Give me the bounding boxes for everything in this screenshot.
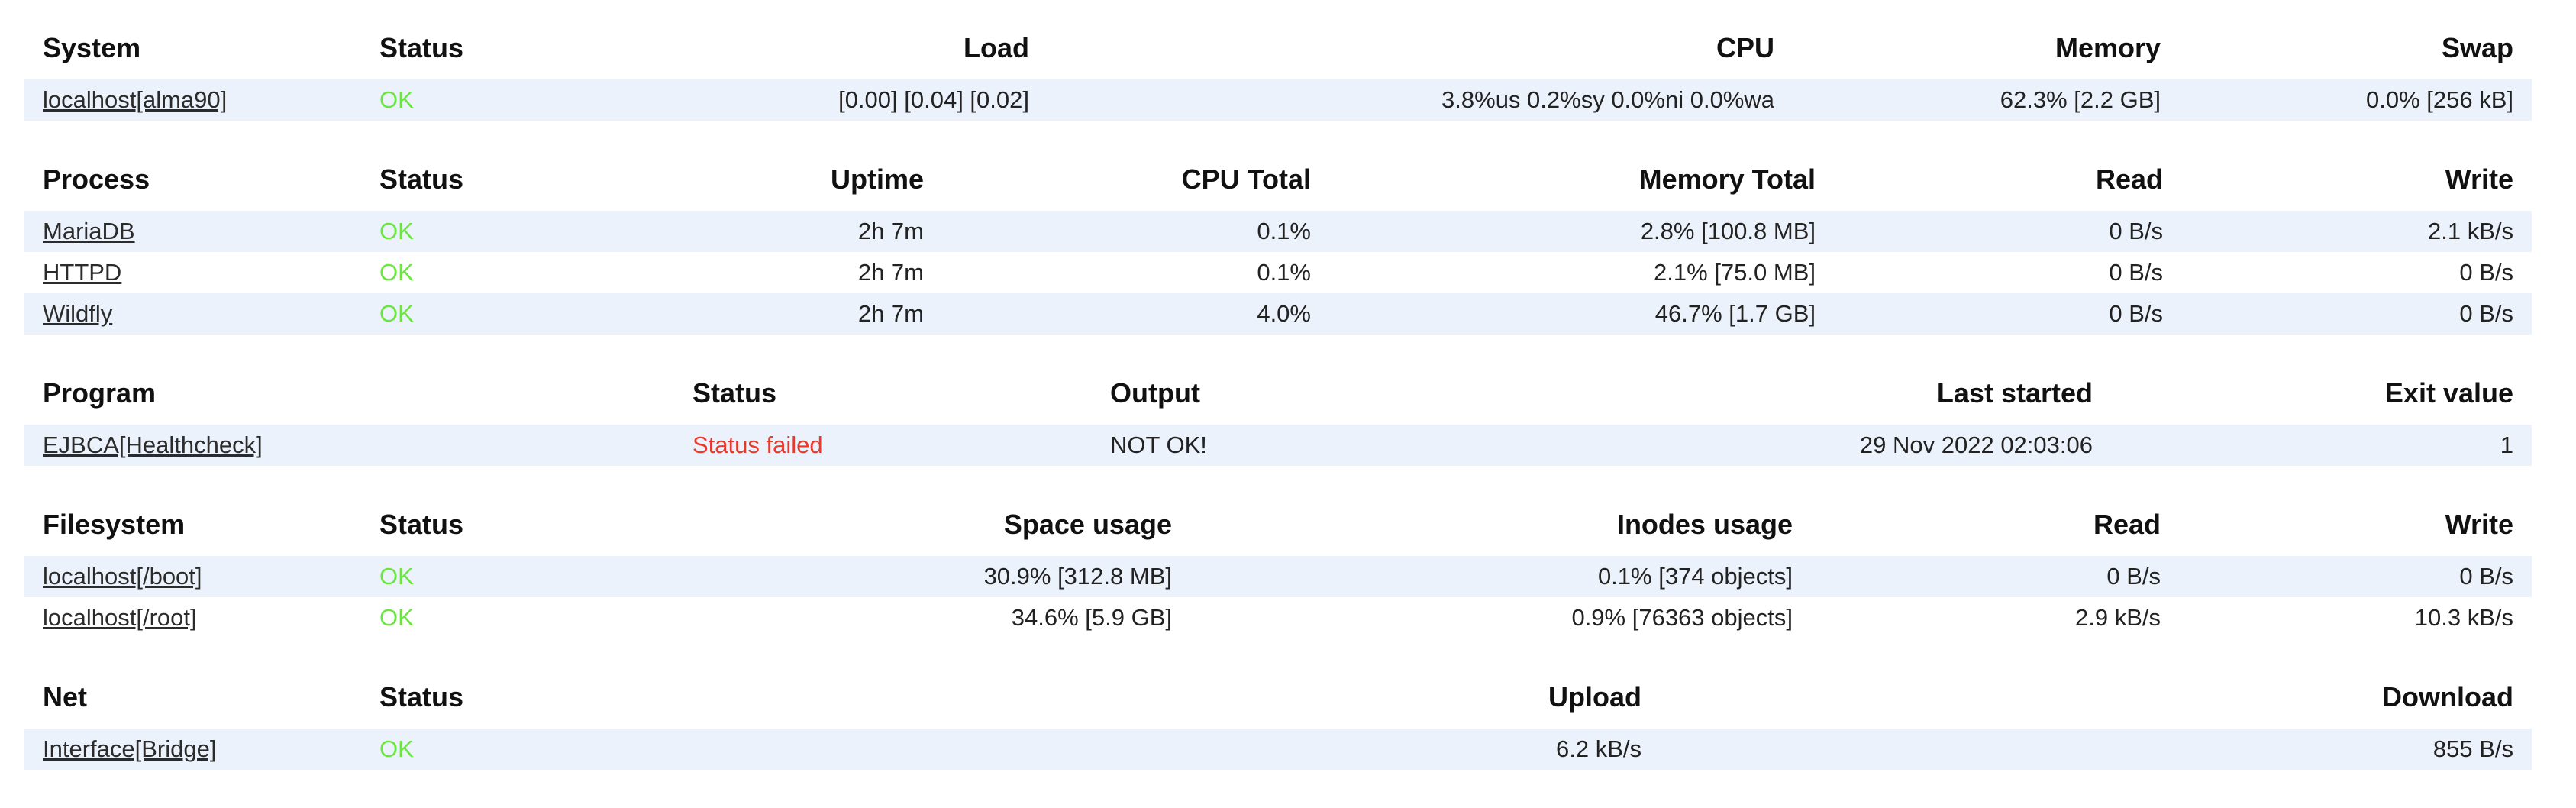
column-header-download: Download xyxy=(2382,681,2513,713)
cell-value: [0.00] [0.04] [0.02] xyxy=(838,86,1029,113)
header-row: System Status Load CPU Memory Swap xyxy=(24,23,2532,79)
table-row: localhost[/boot] OK 30.9% [312.8 MB] 0.1% [… xyxy=(24,556,2532,597)
net-table: Net Status Upload Download Interface[Bridge… xyxy=(24,672,2532,770)
cell-value: 0 B/s xyxy=(2459,300,2513,327)
cell-value: 0 B/s xyxy=(2109,218,2163,244)
cell-value: 2.1 kB/s xyxy=(2428,218,2513,244)
column-header-status: Status xyxy=(379,509,464,540)
cell-value: 0 B/s xyxy=(2109,259,2163,286)
status-ok-text: OK xyxy=(379,86,414,113)
column-header-cpu: CPU xyxy=(1716,32,1774,63)
column-header-load: Load xyxy=(964,32,1029,63)
column-header-exit-value: Exit value xyxy=(2384,377,2513,409)
cell-value: 0.9% [76363 objects] xyxy=(1571,604,1793,631)
status-ok-text: OK xyxy=(379,259,414,286)
column-header-cpu-total: CPU Total xyxy=(1181,163,1311,195)
status-ok-text: OK xyxy=(379,218,414,244)
program-table: Program Status Output Last started Exit valu… xyxy=(24,368,2532,466)
column-header-read: Read xyxy=(2095,163,2163,195)
column-header-write: Write xyxy=(2445,509,2513,540)
column-header-uptime: Uptime xyxy=(830,163,924,195)
header-row: Net Status Upload Download xyxy=(24,672,2532,729)
cell-value: 0.1% [374 objects] xyxy=(1597,563,1793,590)
cell-value: 34.6% [5.9 GB] xyxy=(1011,604,1172,631)
status-ok-text: OK xyxy=(379,300,414,327)
status-ok-text: OK xyxy=(379,604,414,631)
column-header-process: Process xyxy=(43,163,150,195)
service-link[interactable]: localhost[/boot] xyxy=(43,563,202,590)
column-header-status: Status xyxy=(379,32,464,63)
column-header-inodes-usage: Inodes usage xyxy=(1616,509,1793,540)
status-ok-text: OK xyxy=(379,563,414,590)
status-ok-text: OK xyxy=(379,735,414,762)
cell-value: 4.0% xyxy=(1257,300,1311,327)
service-link[interactable]: MariaDB xyxy=(43,218,135,244)
header-row: Program Status Output Last started Exit valu… xyxy=(24,368,2532,425)
cell-value: 30.9% [312.8 MB] xyxy=(983,563,1172,590)
cell-value: 0 B/s xyxy=(2106,563,2161,590)
column-header-space-usage: Space usage xyxy=(1003,509,1172,540)
column-header-system: System xyxy=(43,32,141,63)
cell-value: 0.0% [256 kB] xyxy=(2365,86,2513,113)
cell-value: 6.2 kB/s xyxy=(1556,735,1641,762)
cell-value: 855 B/s xyxy=(2432,735,2513,762)
monit-status-page: System Status Load CPU Memory Swap localhost[… xyxy=(24,23,2532,770)
column-header-swap: Swap xyxy=(2441,32,2513,63)
column-header-memory: Memory xyxy=(2055,32,2161,63)
cell-value: 2.8% [100.8 MB] xyxy=(1640,218,1816,244)
column-header-net: Net xyxy=(43,681,88,713)
service-link[interactable]: localhost[alma90] xyxy=(43,86,228,113)
cell-value: 2h 7m xyxy=(857,218,924,244)
table-row: localhost[/root] OK 34.6% [5.9 GB] 0.9% [76… xyxy=(24,597,2532,638)
column-header-last-started: Last started xyxy=(1936,377,2093,409)
column-header-program: Program xyxy=(43,377,157,409)
status-failed-text: Status failed xyxy=(692,431,823,458)
cell-value: 0 B/s xyxy=(2459,259,2513,286)
table-row: EJBCA[Healthcheck] Status failed NOT OK! 29… xyxy=(24,425,2532,466)
table-row: HTTPD OK 2h 7m 0.1% 2.1% [75.0 MB] 0 B/s 0 B/s xyxy=(24,252,2532,293)
process-table: Process Status Uptime CPU Total Memory Total… xyxy=(24,154,2532,335)
system-table: System Status Load CPU Memory Swap localhost[… xyxy=(24,23,2532,121)
table-row: localhost[alma90] OK [0.00] [0.04] [0.02] 3… xyxy=(24,79,2532,121)
filesystem-table: Filesystem Status Space usage Inodes usage R… xyxy=(24,499,2532,638)
header-row: Process Status Uptime CPU Total Memory Total… xyxy=(24,154,2532,211)
service-link[interactable]: Interface[Bridge] xyxy=(43,735,217,762)
cell-value: 0.1% xyxy=(1257,218,1311,244)
cell-value: 2h 7m xyxy=(857,300,924,327)
cell-value: NOT OK! xyxy=(1110,431,1207,458)
cell-value: 3.8%us 0.2%sy 0.0%ni 0.0%wa xyxy=(1441,86,1774,113)
column-header-output: Output xyxy=(1110,377,1200,409)
service-link[interactable]: localhost[/root] xyxy=(43,604,197,631)
service-link[interactable]: Wildfly xyxy=(43,300,113,327)
table-row: Interface[Bridge] OK 6.2 kB/s 855 B/s xyxy=(24,729,2532,770)
cell-value: 2h 7m xyxy=(857,259,924,286)
column-header-status: Status xyxy=(379,163,464,195)
cell-value: 2.9 kB/s xyxy=(2075,604,2161,631)
column-header-status: Status xyxy=(379,681,464,713)
table-row: MariaDB OK 2h 7m 0.1% 2.8% [100.8 MB] 0 B/s 2.… xyxy=(24,211,2532,252)
cell-value: 2.1% [75.0 MB] xyxy=(1654,259,1816,286)
service-link[interactable]: HTTPD xyxy=(43,259,122,286)
column-header-upload: Upload xyxy=(1548,681,1641,713)
cell-value: 62.3% [2.2 GB] xyxy=(2000,86,2161,113)
cell-value: 29 Nov 2022 02:03:06 xyxy=(1859,431,2093,458)
column-header-filesystem: Filesystem xyxy=(43,509,186,540)
cell-value: 10.3 kB/s xyxy=(2414,604,2513,631)
column-header-write: Write xyxy=(2445,163,2513,195)
column-header-read: Read xyxy=(2093,509,2161,540)
column-header-status: Status xyxy=(692,377,777,409)
cell-value: 0 B/s xyxy=(2109,300,2163,327)
cell-value: 0 B/s xyxy=(2459,563,2513,590)
cell-value: 1 xyxy=(2500,431,2513,458)
cell-value: 46.7% [1.7 GB] xyxy=(1654,300,1816,327)
table-row: Wildfly OK 2h 7m 4.0% 46.7% [1.7 GB] 0 B/s 0 B… xyxy=(24,293,2532,335)
column-header-memory-total: Memory Total xyxy=(1638,163,1816,195)
cell-value: 0.1% xyxy=(1257,259,1311,286)
header-row: Filesystem Status Space usage Inodes usage R… xyxy=(24,499,2532,556)
service-link[interactable]: EJBCA[Healthcheck] xyxy=(43,431,263,458)
